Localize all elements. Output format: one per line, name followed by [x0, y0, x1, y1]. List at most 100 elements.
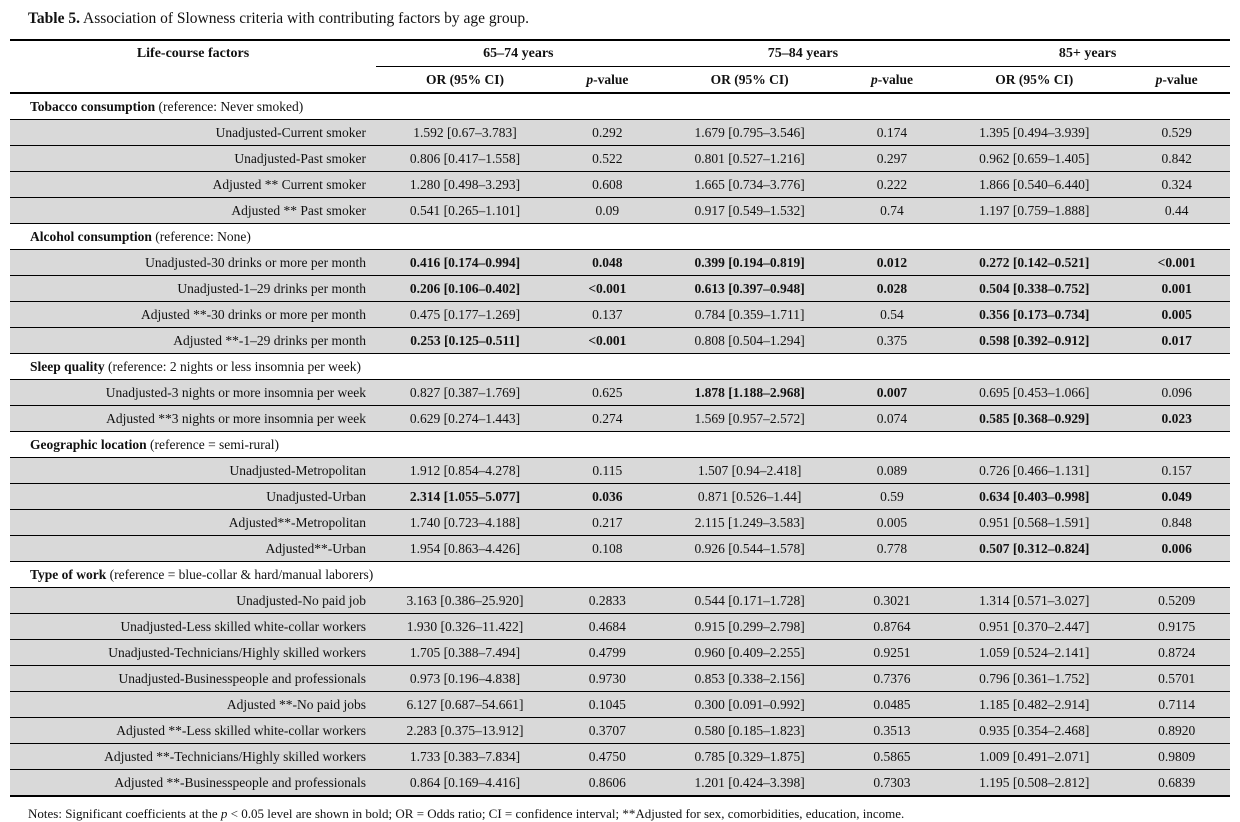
factor-label: Unadjusted-Past smoker [10, 145, 376, 172]
or-ci-cell: 1.592 [0.67–3.783] [376, 119, 555, 146]
stat-header-row: OR (95% CI) p-value OR (95% CI) p-value … [10, 66, 1230, 94]
or-ci-cell: 0.356 [0.173–0.734] [945, 301, 1124, 328]
factor-label: Unadjusted-Urban [10, 483, 376, 510]
p-value-cell: 0.005 [1123, 301, 1230, 328]
section-reference: (reference = blue-collar & hard/manual l… [109, 566, 374, 582]
table-row: Adjusted **-30 drinks or more per month 0… [10, 301, 1230, 328]
or-ci-cell: 0.726 [0.466–1.131] [945, 457, 1124, 484]
factor-label: Unadjusted-Businesspeople and profession… [10, 665, 376, 692]
p-value-cell: 0.006 [1123, 535, 1230, 562]
p-value-cell: 0.4750 [554, 743, 661, 770]
section-reference: (reference: None) [155, 228, 251, 244]
factor-label: Adjusted **-Technicians/Highly skilled w… [10, 743, 376, 770]
p-value-cell: 0.09 [554, 197, 661, 224]
section-reference: (reference = semi-rural) [150, 436, 280, 452]
p-value-cell: 0.036 [554, 483, 661, 510]
table-row: Adjusted **3 nights or more insomnia per… [10, 405, 1230, 432]
section-reference: (reference: 2 nights or less insomnia pe… [108, 358, 362, 374]
p-value-cell: 0.5701 [1123, 665, 1230, 692]
table-row: Adjusted ** Past smoker 0.541 [0.265–1.10… [10, 197, 1230, 224]
table-row: Unadjusted-1–29 drinks per month 0.206 [0… [10, 275, 1230, 302]
table-notes: Notes: Significant coefficients at the p… [28, 806, 1230, 822]
section-header: Tobacco consumption (reference: Never sm… [10, 92, 1230, 120]
table-row: Unadjusted-3 nights or more insomnia per… [10, 379, 1230, 406]
or-ci-cell: 0.475 [0.177–1.269] [376, 301, 555, 328]
p-value-cell: 0.174 [838, 119, 946, 146]
p-value-cell: 0.625 [554, 379, 661, 406]
section-title: Type of work [30, 566, 107, 582]
or-ci-cell: 0.853 [0.338–2.156] [660, 665, 839, 692]
section-header: Sleep quality (reference: 2 nights or le… [10, 353, 1230, 380]
section-header-row: Alcohol consumption (reference: None) [10, 223, 1230, 250]
p-value-cell: 0.5209 [1123, 587, 1230, 614]
p-value-cell: 0.6839 [1123, 769, 1230, 797]
or-ci-cell: 2.314 [1.055–5.077] [376, 483, 555, 510]
or-ci-cell: 0.935 [0.354–2.468] [945, 717, 1124, 744]
or-ci-cell: 1.314 [0.571–3.027] [945, 587, 1124, 614]
age-group-85plus: 85+ years [945, 39, 1230, 67]
section-header-row: Type of work (reference = blue-collar & … [10, 561, 1230, 588]
p-value-cell: 0.74 [838, 197, 946, 224]
or-ci-cell: 0.785 [0.329–1.875] [660, 743, 839, 770]
p-value-cell: 0.007 [838, 379, 946, 406]
p-value-cell: 0.4799 [554, 639, 661, 666]
or-ci-cell: 0.416 [0.174–0.994] [376, 249, 555, 276]
factor-label: Adjusted **-1–29 drinks per month [10, 327, 376, 354]
age-group-75-84: 75–84 years [660, 39, 946, 67]
section-title: Tobacco consumption [30, 98, 156, 114]
or-ci-cell: 3.163 [0.386–25.920] [376, 587, 555, 614]
p-value-cell: 0.324 [1123, 171, 1230, 198]
table-row: Adjusted **-Businesspeople and professio… [10, 769, 1230, 797]
or-ci-cell: 0.613 [0.397–0.948] [660, 275, 839, 302]
table-row: Unadjusted-30 drinks or more per month 0.… [10, 249, 1230, 276]
p-value-cell: <0.001 [554, 275, 661, 302]
or-ci-cell: 1.185 [0.482–2.914] [945, 691, 1124, 718]
p-value-cell: 0.089 [838, 457, 946, 484]
or-ci-cell: 1.059 [0.524–2.141] [945, 639, 1124, 666]
age-group-65-74: 65–74 years [376, 39, 661, 67]
table-row: Adjusted **-Technicians/Highly skilled w… [10, 743, 1230, 770]
or-ci-cell: 0.206 [0.106–0.402] [376, 275, 555, 302]
or-ci-cell: 0.300 [0.091–0.992] [660, 691, 839, 718]
or-ci-cell: 1.866 [0.540–6.440] [945, 171, 1124, 198]
p-italic: p [1155, 71, 1163, 87]
p-value-cell: 0.017 [1123, 327, 1230, 354]
or-ci-cell: 6.127 [0.687–54.661] [376, 691, 555, 718]
or-ci-cell: 1.930 [0.326–11.422] [376, 613, 555, 640]
p-value-cell: 0.778 [838, 535, 946, 562]
or-ci-cell: 0.951 [0.568–1.591] [945, 509, 1124, 536]
p-italic: p [586, 71, 594, 87]
or-ci-cell: 0.598 [0.392–0.912] [945, 327, 1124, 354]
or-ci-cell: 1.009 [0.491–2.071] [945, 743, 1124, 770]
or-ci-cell: 1.280 [0.498–3.293] [376, 171, 555, 198]
p-value-cell: 0.096 [1123, 379, 1230, 406]
or-ci-cell: 0.253 [0.125–0.511] [376, 327, 555, 354]
table-row: Unadjusted-Current smoker 1.592 [0.67–3.7… [10, 119, 1230, 146]
table-row: Unadjusted-Less skilled white-collar wor… [10, 613, 1230, 640]
or-ci-cell: 0.808 [0.504–1.294] [660, 327, 839, 354]
table-row: Unadjusted-Past smoker 0.806 [0.417–1.558… [10, 145, 1230, 172]
or-ci-cell: 1.395 [0.494–3.939] [945, 119, 1124, 146]
or-ci-cell: 0.915 [0.299–2.798] [660, 613, 839, 640]
table-header: Life-course factors 65–74 years 75–84 ye… [10, 39, 1230, 94]
p-value-cell: 0.3021 [838, 587, 946, 614]
table-caption-text: Association of Slowness criteria with co… [79, 10, 529, 27]
or-ci-cell: 1.954 [0.863–4.426] [376, 535, 555, 562]
section-header-row: Tobacco consumption (reference: Never sm… [10, 92, 1230, 120]
table-row: Unadjusted-Businesspeople and profession… [10, 665, 1230, 692]
or-ci-cell: 2.115 [1.249–3.583] [660, 509, 839, 536]
factor-label: Unadjusted-Current smoker [10, 119, 376, 146]
or-ci-cell: 1.912 [0.854–4.278] [376, 457, 555, 484]
table-row: Adjusted **-1–29 drinks per month 0.253 [… [10, 327, 1230, 354]
section-header: Type of work (reference = blue-collar & … [10, 561, 1230, 588]
p-rest: -value [877, 71, 913, 87]
or-ci-cell: 0.951 [0.370–2.447] [945, 613, 1124, 640]
factor-label: Adjusted **3 nights or more insomnia per… [10, 405, 376, 432]
table-caption-number: Table 5. [28, 10, 80, 27]
table-row: Unadjusted-Technicians/Highly skilled wo… [10, 639, 1230, 666]
or-ci-cell: 0.399 [0.194–0.819] [660, 249, 839, 276]
p-value-cell: 0.217 [554, 509, 661, 536]
table-row: Unadjusted-Urban 2.314 [1.055–5.077] 0.036… [10, 483, 1230, 510]
p-value-cell: <0.001 [554, 327, 661, 354]
results-table: Life-course factors 65–74 years 75–84 ye… [10, 39, 1230, 797]
